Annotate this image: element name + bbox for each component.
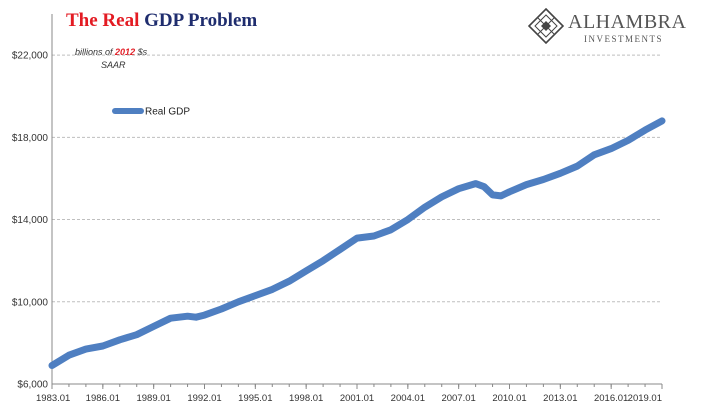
x-tick-label: 1983.01 (36, 393, 70, 404)
logo-sub: INVESTMENTS (584, 34, 663, 44)
x-tick-label: 1995.01 (238, 393, 272, 404)
subtitle-year: 2012 (115, 47, 136, 57)
y-tick-label: $18,000 (12, 133, 49, 144)
diamond-lattice-icon (528, 8, 564, 44)
y-tick-label: $14,000 (12, 215, 49, 226)
title-part-red: The Real (66, 10, 140, 31)
x-tick-label: 2010.01 (492, 393, 526, 404)
x-tick-label: 2004.01 (391, 393, 425, 404)
y-tick-label: $6,000 (17, 380, 48, 391)
subtitle-units: billions of 2012 $s (75, 47, 147, 57)
x-tick-label: 1986.01 (86, 393, 120, 404)
x-tick-label: 1989.01 (136, 393, 170, 404)
x-tick-label: 2016.01 (594, 393, 628, 404)
logo: ALHAMBRA INVESTMENTS (526, 8, 696, 48)
y-tick-label: $22,000 (12, 51, 49, 62)
x-tick-label: 2001.01 (340, 393, 374, 404)
subtitle-suffix: $s (137, 47, 148, 57)
subtitle-saar: SAAR (101, 60, 126, 70)
y-tick-label: $10,000 (12, 297, 49, 308)
title-part-blue: GDP Problem (144, 10, 258, 31)
legend-label: Real GDP (145, 107, 190, 118)
x-tick-label: 1998.01 (289, 393, 323, 404)
series-line-real-gdp (48, 117, 666, 369)
x-tick-label: 1992.01 (187, 393, 221, 404)
chart-title: The Real GDP Problem (66, 10, 257, 32)
x-tick-label: 2019.01 (628, 393, 662, 404)
logo-name: ALHAMBRA (568, 11, 687, 33)
x-tick-label: 2013.01 (543, 393, 577, 404)
subtitle-prefix: billions of (75, 47, 113, 57)
x-tick-label: 2007.01 (441, 393, 475, 404)
